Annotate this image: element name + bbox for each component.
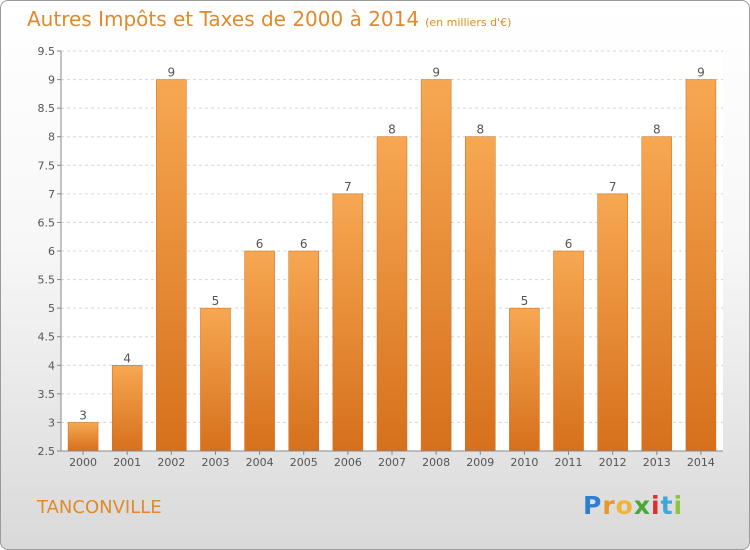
y-tick-label: 2.5 bbox=[38, 445, 56, 458]
bar bbox=[641, 136, 673, 452]
y-tick-label: 3.5 bbox=[38, 388, 56, 401]
x-tick-label: 2005 bbox=[290, 456, 318, 469]
x-tick-label: 2012 bbox=[599, 456, 627, 469]
commune-name: TANCONVILLE bbox=[37, 497, 162, 518]
y-tick-label: 8.5 bbox=[38, 102, 56, 115]
bar bbox=[332, 193, 364, 452]
y-tick-label: 4.5 bbox=[38, 331, 56, 344]
y-tick-label: 8 bbox=[48, 131, 55, 144]
bar bbox=[67, 422, 99, 452]
logo-letter: o bbox=[615, 491, 634, 520]
data-label: 7 bbox=[609, 180, 617, 194]
x-tick-label: 2007 bbox=[378, 456, 406, 469]
x-tick-label: 2006 bbox=[334, 456, 362, 469]
data-label: 9 bbox=[432, 66, 440, 80]
x-tick-label: 2009 bbox=[466, 456, 494, 469]
x-tick-label: 2011 bbox=[555, 456, 583, 469]
bar bbox=[156, 79, 187, 452]
data-label: 5 bbox=[521, 294, 529, 308]
data-label: 5 bbox=[212, 294, 220, 308]
data-label: 3 bbox=[79, 408, 87, 422]
data-label: 6 bbox=[565, 237, 573, 251]
x-tick-label: 2014 bbox=[687, 456, 715, 469]
bars: 3 4 9 5 6 6 7 8 9 8 5 6 7 8 9 bbox=[67, 66, 717, 452]
data-label: 6 bbox=[300, 237, 308, 251]
data-label: 9 bbox=[168, 66, 176, 80]
logo-letter: P bbox=[583, 491, 603, 520]
y-tick-label: 6 bbox=[48, 245, 55, 258]
bar bbox=[111, 365, 143, 452]
proxiti-logo: Proxiti bbox=[583, 491, 683, 520]
y-tick-label: 9 bbox=[48, 74, 55, 87]
x-tick-label: 2004 bbox=[246, 456, 274, 469]
data-label: 8 bbox=[476, 123, 484, 137]
logo-letter: i bbox=[651, 491, 661, 520]
logo-letter: t bbox=[660, 491, 674, 520]
chart-title: Autres Impôts et Taxes de 2000 à 2014 (en… bbox=[27, 7, 512, 31]
y-tick-label: 7 bbox=[48, 188, 55, 201]
logo-letter: r bbox=[602, 491, 616, 520]
unit-label: (en milliers d'€) bbox=[425, 16, 512, 29]
bar bbox=[376, 136, 408, 452]
bar bbox=[685, 79, 717, 452]
x-tick-label: 2013 bbox=[643, 456, 671, 469]
data-label: 4 bbox=[123, 351, 131, 365]
x-tick-label: 2010 bbox=[510, 456, 538, 469]
data-label: 8 bbox=[653, 123, 661, 137]
y-tick-label: 3 bbox=[48, 416, 55, 429]
bar bbox=[465, 136, 496, 452]
y-tick-label: 9.5 bbox=[38, 45, 56, 58]
data-label: 9 bbox=[697, 66, 705, 80]
bar bbox=[200, 307, 231, 452]
x-tick-label: 2003 bbox=[201, 456, 229, 469]
y-tick-label: 7.5 bbox=[38, 159, 56, 172]
x-tick-label: 2001 bbox=[113, 456, 141, 469]
bar bbox=[288, 250, 319, 452]
y-tick-label: 6.5 bbox=[38, 216, 56, 229]
data-label: 7 bbox=[344, 180, 352, 194]
y-tick-label: 5 bbox=[48, 302, 55, 315]
y-tick-label: 4 bbox=[48, 359, 55, 372]
bar bbox=[509, 307, 540, 452]
logo-letter: i bbox=[673, 491, 684, 520]
bar bbox=[420, 79, 452, 452]
data-label: 6 bbox=[256, 237, 264, 251]
bar bbox=[597, 193, 628, 452]
data-label: 8 bbox=[388, 123, 396, 137]
y-tick-label: 5.5 bbox=[38, 274, 56, 287]
x-axis: 2000 2001 2002 2003 2004 2005 2006 2007 2008 2009… bbox=[61, 450, 723, 469]
x-tick-label: 2008 bbox=[422, 456, 450, 469]
bar bbox=[244, 250, 275, 452]
x-tick-label: 2002 bbox=[157, 456, 185, 469]
x-tick-label: 2000 bbox=[69, 456, 97, 469]
bar bbox=[553, 250, 584, 452]
y-axis: 2.5 3 3.5 4 4.5 5 5.5 6 6.5 7 7.5 8 8.5 9 9.5 bbox=[38, 45, 62, 458]
logo-letter: x bbox=[633, 491, 651, 520]
